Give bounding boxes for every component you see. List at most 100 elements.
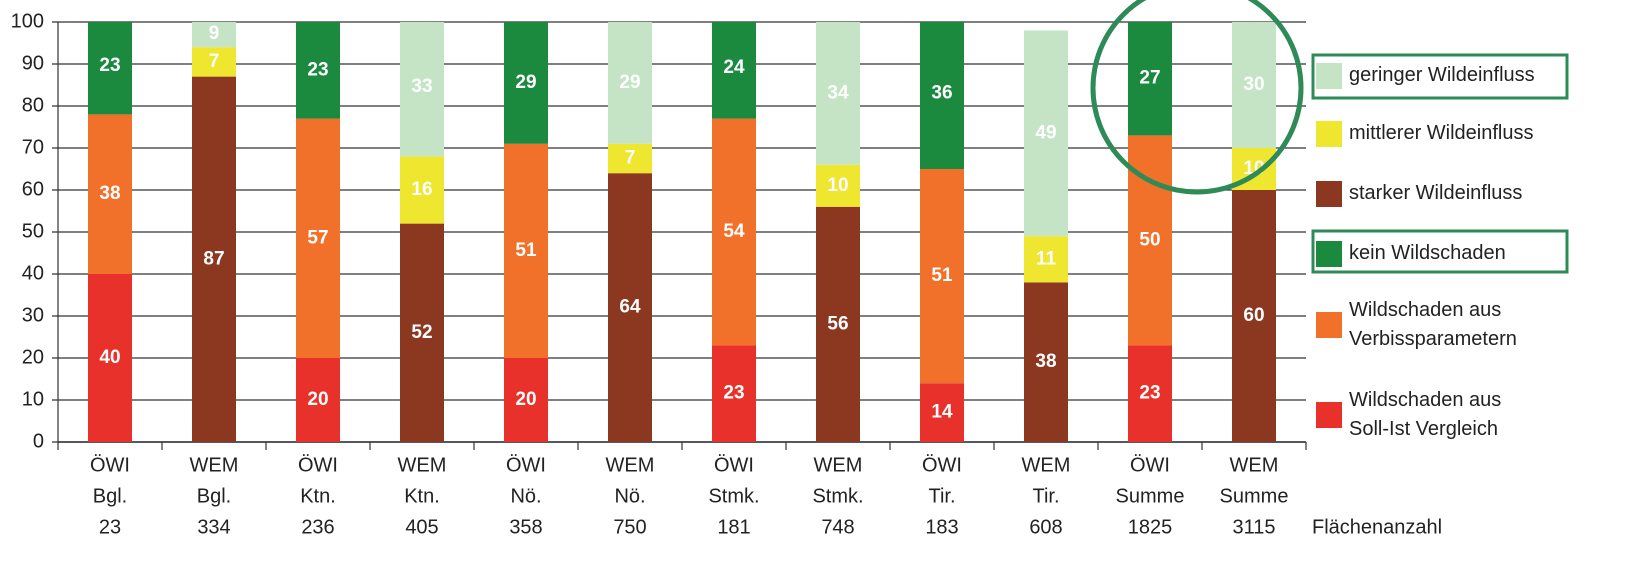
bar-segment: [88, 114, 132, 275]
y-tick-label: 100: [11, 10, 44, 32]
data-label: 50: [1139, 229, 1160, 250]
x-label: Flächenanzahl: [1312, 516, 1442, 538]
x-tick-label: 23: [99, 516, 121, 538]
x-tick-label: ÖWI: [714, 454, 754, 476]
bar-segment: [608, 173, 652, 442]
x-tick-label: ÖWI: [1130, 454, 1170, 476]
x-tick-label: Nö.: [614, 485, 645, 507]
y-tick-label: 60: [22, 178, 44, 200]
bar-segment: [712, 22, 756, 119]
bar-segment: [608, 143, 652, 174]
x-tick-label: Bgl.: [197, 485, 231, 507]
x-tick-label: Nö.: [510, 485, 541, 507]
legend-label: kein Wildschaden: [1349, 242, 1506, 264]
data-label: 33: [411, 76, 432, 97]
bar-segment: [192, 22, 236, 48]
x-tick-label: ÖWI: [506, 454, 546, 476]
data-label: 14: [931, 402, 953, 423]
x-tick-label: 405: [405, 516, 438, 538]
data-label: 11: [1036, 248, 1057, 269]
x-tick-label: WEM: [190, 454, 239, 476]
data-label: 40: [99, 347, 120, 368]
data-label: 20: [307, 389, 328, 410]
legend-swatch: [1316, 181, 1342, 207]
bar-segment: [712, 118, 756, 346]
bar-segment: [1232, 22, 1276, 148]
bar-segment: [88, 274, 132, 442]
x-tick-label: 3115: [1232, 516, 1275, 538]
x-tick-label: 608: [1029, 516, 1062, 538]
data-label: 60: [1243, 305, 1264, 326]
bar-segment: [192, 47, 236, 77]
data-label: 23: [99, 55, 120, 76]
y-tick-label: 10: [22, 388, 44, 410]
bar-segment: [1128, 345, 1172, 442]
bar-segment: [1024, 236, 1068, 283]
x-tick-label: WEM: [814, 454, 863, 476]
bar-segment: [400, 156, 444, 224]
x-tick-label: WEM: [606, 454, 655, 476]
y-tick-label: 20: [22, 346, 44, 368]
bar-segment: [504, 22, 548, 144]
bar-segment: [816, 206, 860, 442]
x-tick-label: Stmk.: [812, 485, 863, 507]
x-tick-label: WEM: [1022, 454, 1071, 476]
x-tick-label: 183: [925, 516, 958, 538]
x-tick-label: 334: [197, 516, 230, 538]
x-tick-label: Tir.: [1032, 485, 1059, 507]
data-label: 87: [203, 248, 224, 269]
legend-label: starker Wildeinfluss: [1349, 182, 1523, 204]
data-label: 27: [1139, 68, 1160, 89]
data-label: 23: [723, 383, 744, 404]
y-tick-label: 30: [22, 304, 44, 326]
x-tick-label: Tir.: [928, 485, 955, 507]
data-label: 51: [515, 240, 537, 261]
bar-segment: [712, 345, 756, 442]
x-tick-label: ÖWI: [298, 454, 338, 476]
x-tick-label: WEM: [398, 454, 447, 476]
bar-segment: [88, 22, 132, 115]
bar-segment: [1024, 282, 1068, 442]
highlight-box: [1311, 53, 1569, 100]
legend-swatch: [1316, 241, 1342, 267]
legend-swatch: [1316, 402, 1342, 428]
bar-segment: [400, 223, 444, 442]
y-tick-label: 90: [22, 52, 44, 74]
x-tick-label: 750: [613, 516, 646, 538]
data-label: 64: [619, 297, 641, 318]
bar-segment: [296, 22, 340, 119]
bar-segment: [920, 383, 964, 442]
data-label: 34: [827, 82, 849, 103]
data-label: 20: [515, 389, 536, 410]
x-tick-label: ÖWI: [922, 454, 962, 476]
bar-segment: [1232, 190, 1276, 442]
x-tick-label: 236: [301, 516, 334, 538]
data-label: 38: [1035, 351, 1056, 372]
bar-segment: [1024, 30, 1068, 237]
y-tick-label: 70: [22, 136, 44, 158]
legend-label: Wildschaden aus Soll-Ist Vergleich: [1349, 389, 1502, 440]
data-label: 49: [1035, 122, 1056, 143]
data-label: 29: [515, 72, 536, 93]
bar-segment: [1128, 22, 1172, 136]
x-tick-label: ÖWI: [90, 454, 130, 476]
x-tick-label: 181: [717, 516, 750, 538]
bar-segment: [504, 358, 548, 442]
y-tick-label: 50: [22, 220, 44, 242]
legend-label: geringer Wildeinfluss: [1349, 64, 1535, 86]
x-tick-label: Ktn.: [404, 485, 440, 507]
y-tick-label: 40: [22, 262, 44, 284]
data-label: 38: [99, 183, 120, 204]
bar-segment: [296, 118, 340, 358]
data-label: 57: [307, 227, 328, 248]
data-label: 24: [723, 57, 745, 78]
x-tick-label: Bgl.: [93, 485, 127, 507]
data-label: 23: [307, 59, 328, 80]
data-label: 23: [1139, 383, 1160, 404]
bar-segment: [504, 143, 548, 358]
x-tick-label: 358: [509, 516, 542, 538]
bar-segment: [816, 22, 860, 165]
bar-segment: [192, 76, 236, 442]
